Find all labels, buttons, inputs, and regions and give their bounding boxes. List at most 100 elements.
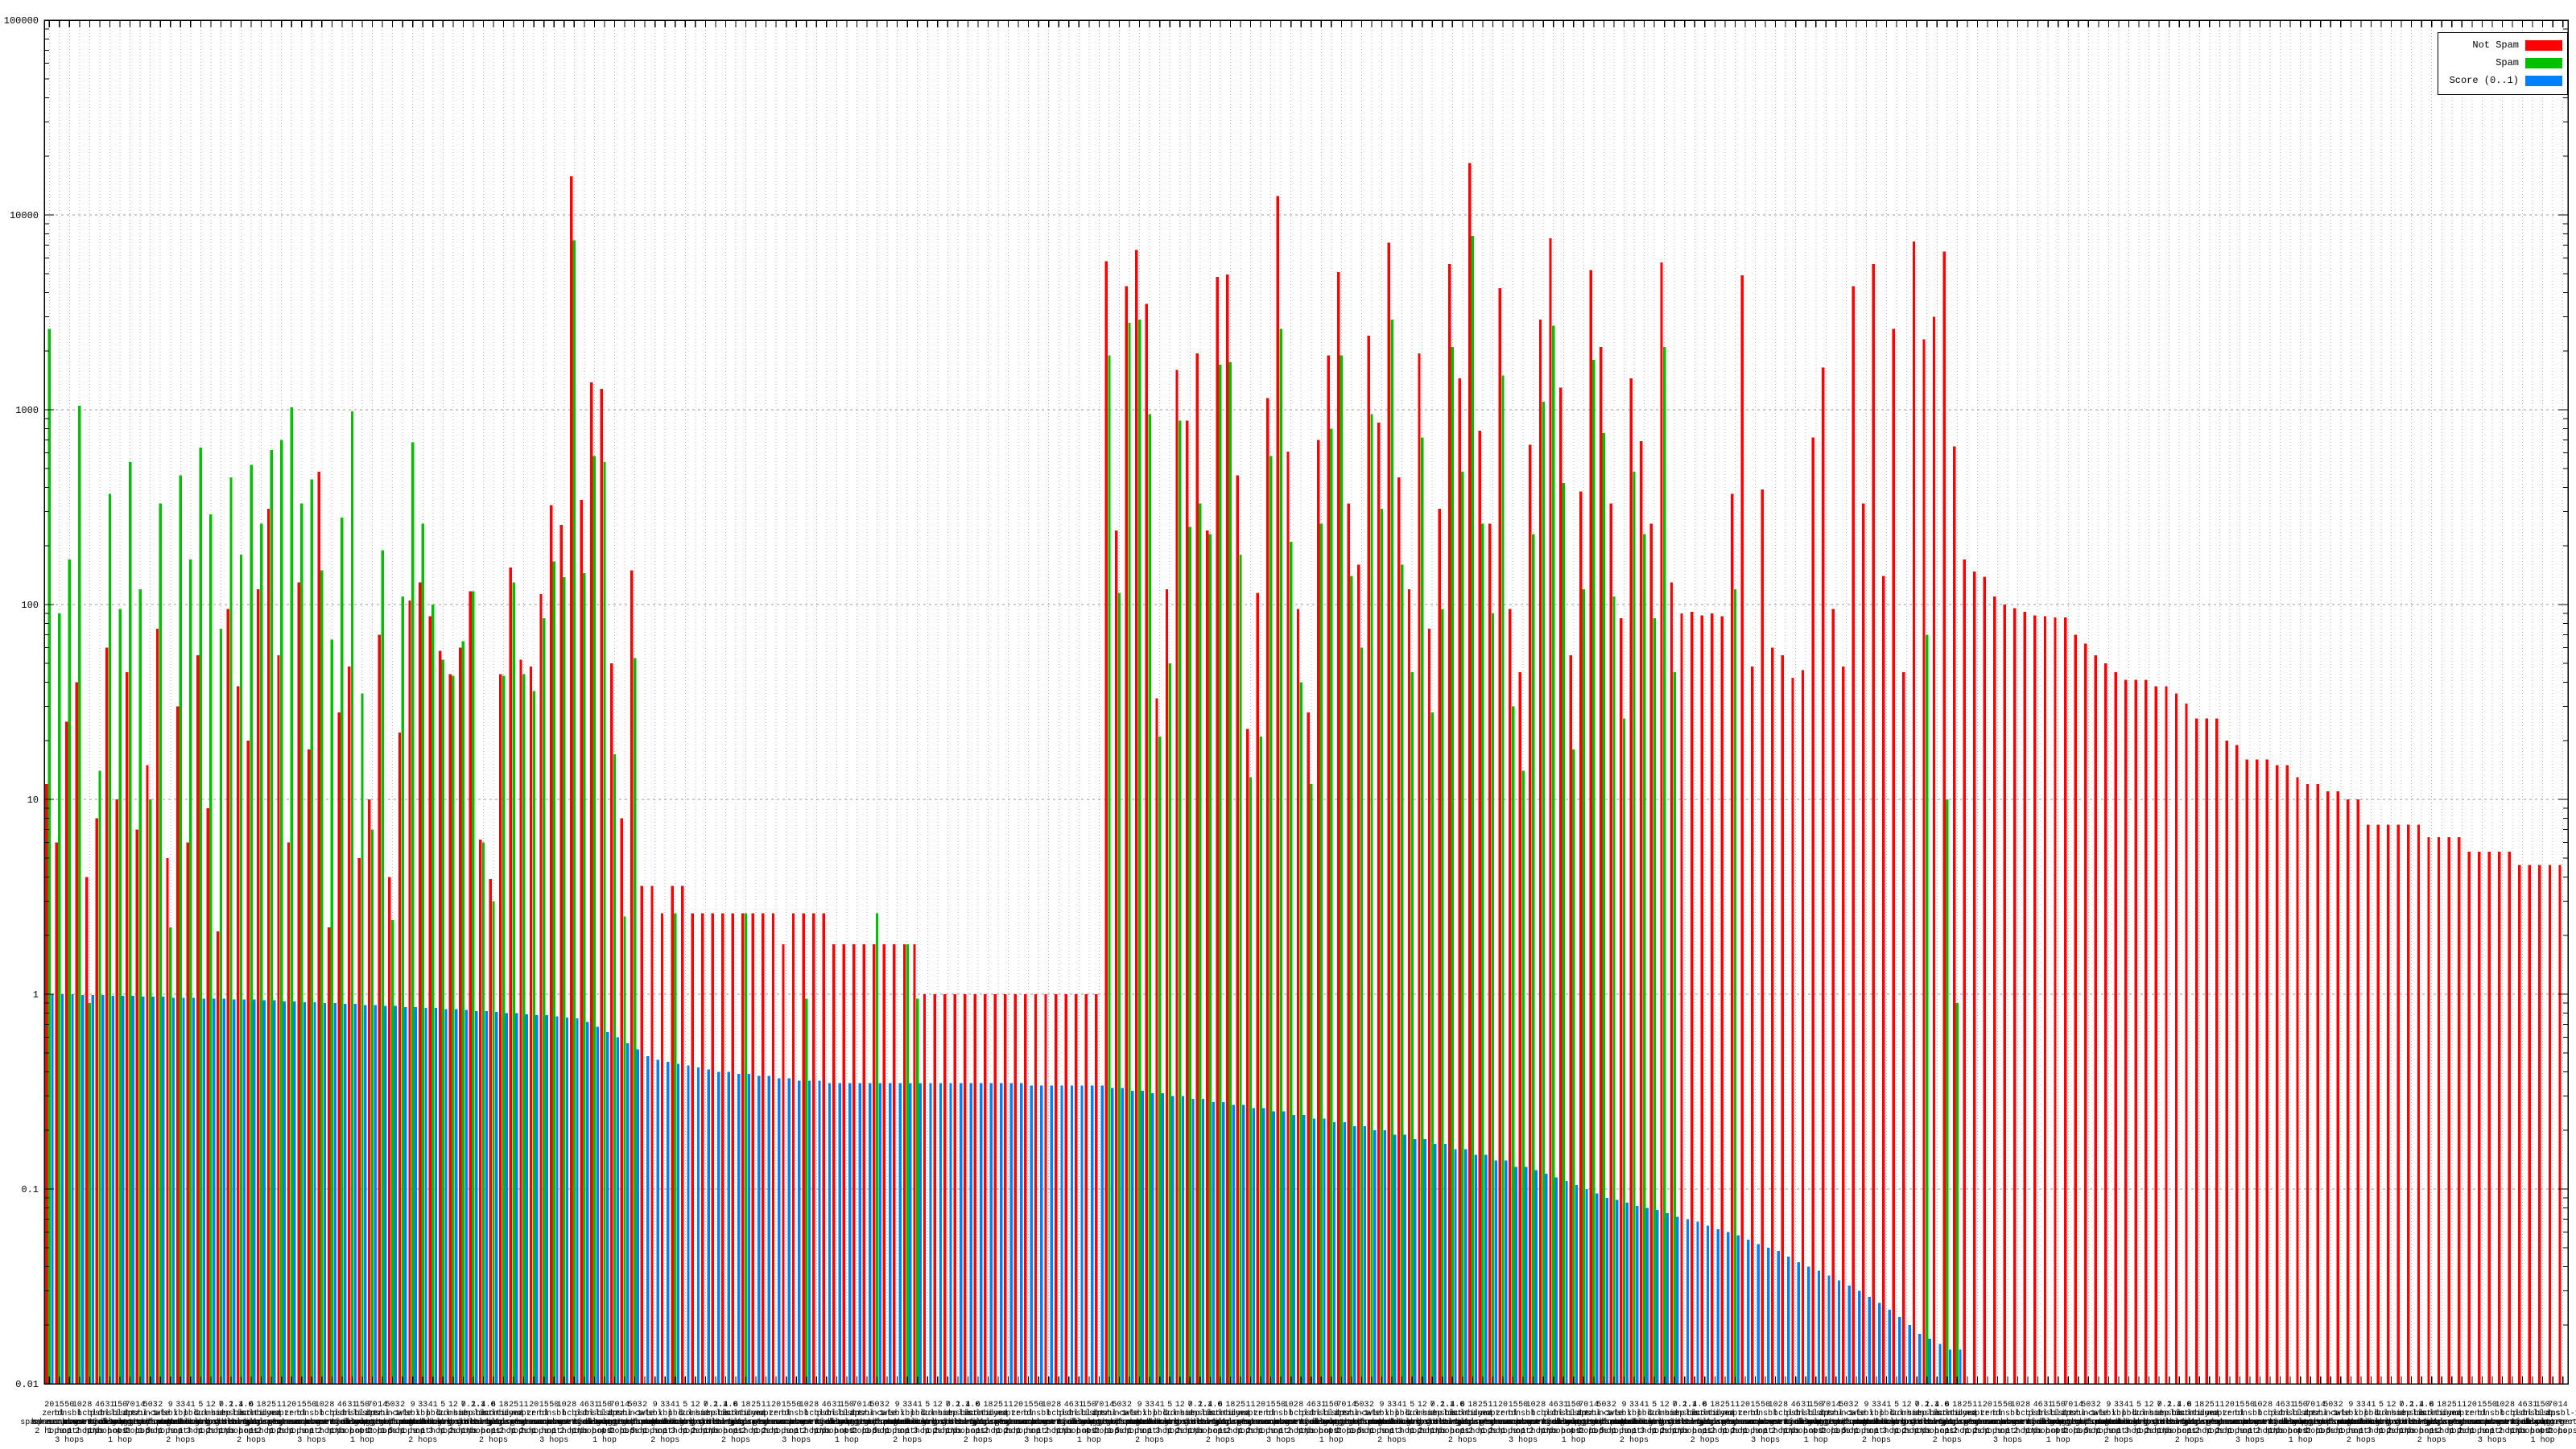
x-tick-label: b <box>562 1409 567 1418</box>
x-tick-label: 5 <box>2136 1401 2141 1410</box>
bar-score-0-1 <box>111 996 114 1384</box>
x-tick-label: 1 hop <box>2531 1435 2555 1445</box>
x-tick-label: 0.2.1 <box>1430 1401 1455 1410</box>
x-tick-label: 1 hop <box>623 1426 647 1436</box>
x-tick-label: net <box>1567 1427 1581 1436</box>
x-tick-label: 31 <box>1801 1401 1810 1410</box>
x-tick-label: 2 hops <box>1377 1435 1406 1445</box>
x-tick-label: 31 <box>2528 1401 2537 1410</box>
x-tick-label: 2 <box>1854 1401 1859 1410</box>
bar-score-0-1 <box>1726 1232 1730 1384</box>
x-tick-label: 1 hop <box>1915 1426 1939 1436</box>
x-tick-label: dnsbl.sorbs.net <box>2123 1418 2195 1427</box>
x-tick-label: abuseat.org <box>305 1418 358 1427</box>
bar-spam <box>543 618 546 1384</box>
x-tick-label: 2 hops <box>893 1435 922 1445</box>
x-tick-label: 1 hop <box>1480 1426 1505 1436</box>
bar-spam <box>88 1003 92 1384</box>
x-tick-label: dnsbl <box>2157 1409 2182 1418</box>
bar-not-spam <box>1095 994 1098 1384</box>
bar-spam <box>1360 647 1364 1384</box>
bar-score-0-1 <box>737 1074 741 1384</box>
x-tick-label: surriel.com <box>2254 1418 2307 1427</box>
bar-score-0-1 <box>1323 1118 1326 1384</box>
bar-score-0-1 <box>101 995 105 1384</box>
bar-score-0-1 <box>131 996 134 1384</box>
x-tick-label: multi <box>2420 1409 2444 1418</box>
bar-not-spam <box>1912 242 1916 1385</box>
x-tick-label: spamhaus.org <box>1959 1418 2017 1427</box>
x-tick-label: 1 hop <box>1168 1426 1192 1436</box>
x-tick-label: 12 <box>1902 1401 1912 1410</box>
x-tick-label: barracudacentral.org <box>516 1418 613 1427</box>
bar-score-0-1 <box>283 1001 287 1384</box>
bar-score-0-1 <box>1636 1205 1639 1384</box>
bar-not-spam <box>842 944 845 1384</box>
bar-not-spam <box>266 509 270 1384</box>
bar-spam <box>411 442 415 1384</box>
x-tick-label: 1 hop <box>1591 1426 1616 1436</box>
x-tick-label: net <box>1516 1427 1530 1436</box>
bar-not-spam <box>832 944 836 1384</box>
x-tick-label: backscatterer.org <box>89 1418 171 1427</box>
x-tick-label: 50 <box>64 1401 74 1410</box>
x-tick-label: dsbl.org <box>1675 1418 1714 1427</box>
x-tick-label: dnsbl.sorbs.net <box>1629 1418 1701 1427</box>
x-tick-label: dnsbl.sorbs.net <box>1154 1418 1226 1427</box>
bar-not-spam <box>1064 994 1067 1384</box>
x-tick-label: net <box>2293 1427 2308 1436</box>
x-tick-label: 6 <box>249 1401 254 1410</box>
x-tick-label: pbl <box>184 1409 198 1418</box>
x-tick-label: barracudacentral.org <box>274 1418 370 1427</box>
x-tick-label: 15 <box>1750 1401 1760 1410</box>
bar-not-spam <box>217 931 220 1384</box>
bar-not-spam <box>1529 444 1532 1385</box>
bar-score-0-1 <box>929 1083 932 1384</box>
x-tick-label: 14 <box>1831 1401 1841 1410</box>
bar-score-0-1 <box>576 1018 579 1384</box>
bar-not-spam <box>1761 489 1765 1384</box>
x-tick-label: barracudacentral.org <box>2454 1418 2550 1427</box>
bar-score-0-1 <box>495 1012 498 1384</box>
bar-not-spam <box>1579 491 1583 1385</box>
x-tick-label: spamhaus.org <box>2322 1418 2380 1427</box>
x-tick-label: spamcop.net <box>1971 1418 2024 1427</box>
bar-score-0-1 <box>1040 1085 1043 1384</box>
x-tick-label: spamhaus.org <box>1121 1418 1179 1427</box>
bar-not-spam <box>357 857 361 1384</box>
x-tick-label: 1 hop <box>2359 1426 2383 1436</box>
x-tick-label: 2 hops <box>1246 1426 1275 1436</box>
bar-not-spam <box>1660 262 1663 1385</box>
x-tick-label: b <box>77 1409 82 1418</box>
x-tick-label: b <box>1046 1409 1051 1418</box>
x-tick-label: 7 <box>218 1401 223 1410</box>
bar-score-0-1 <box>1363 1126 1366 1384</box>
x-tick-label: net <box>840 1427 854 1436</box>
x-tick-label: net <box>173 1427 188 1436</box>
x-tick-label: dyna <box>2200 1409 2219 1418</box>
bar-score-0-1 <box>1534 1170 1538 1384</box>
x-tick-label: 2 hops <box>802 1426 831 1436</box>
bar-score-0-1 <box>1645 1208 1649 1384</box>
x-tick-label: 503 <box>1112 1401 1126 1410</box>
x-tick-label: list <box>2049 1409 2068 1418</box>
x-tick-label: 1 hop <box>310 1426 334 1436</box>
x-tick-label: psbl <box>332 1409 352 1418</box>
bar-spam <box>1350 576 1353 1384</box>
bar-score-0-1 <box>1020 1083 1023 1384</box>
bar-not-spam <box>2276 765 2279 1384</box>
x-tick-label: 1 hop <box>1057 1426 1081 1436</box>
x-tick-label: backscatterer.org <box>1058 1418 1140 1427</box>
x-tick-label: noptr <box>270 1410 294 1418</box>
x-tick-label: 8 <box>2268 1401 2273 1410</box>
x-tick-label: 1 hop <box>1542 1426 1566 1436</box>
x-tick-label: 1 hop <box>1390 1426 1414 1436</box>
x-tick-label: abuseat.org <box>2244 1418 2297 1427</box>
bar-not-spam <box>1771 647 1774 1384</box>
bar-score-0-1 <box>869 1083 872 1384</box>
bar-score-0-1 <box>1050 1085 1054 1384</box>
x-tick-label: 20 <box>2225 1401 2235 1410</box>
bar-not-spam <box>2356 799 2359 1384</box>
x-tick-label: spamhaus.org <box>878 1418 936 1427</box>
